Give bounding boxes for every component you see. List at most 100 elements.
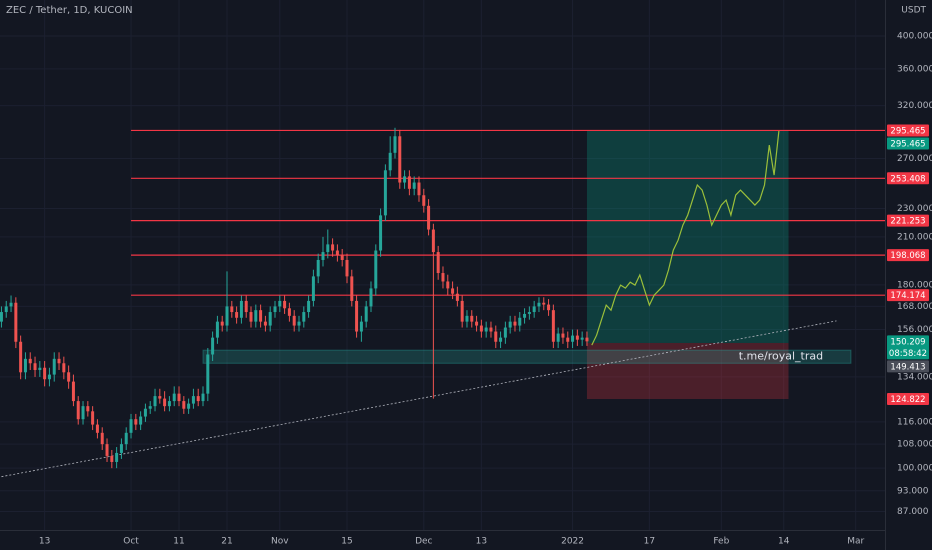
candle-body: [503, 327, 507, 338]
price-tag: [887, 289, 929, 302]
projection-line: [591, 130, 780, 346]
price-tag: [887, 124, 929, 137]
candle-body: [311, 276, 315, 301]
candle-body: [307, 300, 311, 313]
candle-body: [484, 327, 488, 332]
candle-body: [575, 335, 579, 340]
candle-body: [9, 302, 13, 307]
candle-body: [172, 393, 176, 402]
candle-body: [417, 182, 421, 196]
profit-zone: [586, 130, 789, 343]
candle-body: [268, 312, 272, 326]
candle-body: [76, 401, 80, 420]
candle-body: [427, 205, 431, 230]
trend-line: [1, 320, 837, 478]
y-tick-label: 320.000: [897, 101, 932, 111]
candle-body: [331, 244, 335, 251]
price-tag-label: 124.822: [890, 395, 925, 405]
candle-body: [407, 176, 411, 189]
candle-body: [38, 367, 42, 371]
candle-body: [460, 300, 464, 322]
chart-title: ZEC / Tether, 1D, KUCOIN: [6, 5, 133, 16]
candle-body: [388, 152, 392, 171]
price-tag-label: 198.068: [890, 251, 925, 261]
candle-body: [379, 215, 383, 251]
candle-body: [340, 255, 344, 260]
candle-body: [191, 396, 195, 404]
candle-body: [187, 403, 191, 409]
candle-body: [479, 325, 483, 332]
candle-body: [561, 333, 565, 338]
candle-body: [364, 306, 368, 322]
candle-body: [508, 321, 512, 328]
price-tag: [887, 335, 929, 360]
candle-body: [580, 337, 584, 340]
candle-body: [134, 419, 138, 425]
candle-body: [513, 321, 517, 326]
candle-body: [465, 315, 469, 322]
x-tick-label: Mar: [847, 537, 864, 547]
candle-body: [110, 455, 114, 462]
price-tag-label: 150.209: [890, 337, 925, 347]
x-tick-label: 15: [341, 537, 352, 547]
axis: 400.000 360.000 320.000 270.000 230.000 210.0…: [39, 32, 932, 547]
candle-body: [230, 306, 234, 313]
candle-body: [201, 393, 205, 402]
price-tag-label: 174.174: [890, 291, 925, 301]
candle-body: [431, 229, 435, 253]
price-tag-label: 221.253: [890, 217, 925, 227]
currency-label: USDT: [901, 6, 926, 16]
candle-body: [446, 281, 450, 289]
candle-body: [383, 170, 387, 216]
candle-body: [62, 363, 66, 373]
candle-body: [470, 315, 474, 322]
candle-body: [393, 136, 397, 153]
candle-body: [345, 259, 349, 277]
y-tick-label: 400.000: [897, 32, 932, 42]
candle-body: [239, 300, 243, 318]
candle-body: [292, 315, 296, 326]
candle-body: [441, 273, 445, 282]
candle-body: [225, 306, 229, 326]
candle-body: [523, 313, 527, 318]
candle-body: [422, 195, 426, 206]
candle-body: [105, 444, 109, 456]
candle-body: [259, 310, 263, 322]
candle-body: [475, 321, 479, 326]
candle-body: [369, 288, 373, 307]
candle-body: [158, 396, 162, 399]
candle-body: [211, 337, 215, 355]
x-tick-label: 14: [778, 537, 790, 547]
candle-body: [287, 308, 291, 316]
support-zone: [202, 349, 852, 364]
candle-body: [283, 300, 287, 309]
y-tick-label: 100.000: [897, 464, 932, 474]
x-tick-label: Feb: [713, 537, 729, 547]
candle-body: [547, 304, 551, 311]
price-tag: [887, 172, 929, 185]
y-tick-label: 87.000: [897, 507, 929, 517]
x-tick-label: Dec: [415, 537, 432, 547]
candle-body: [278, 300, 282, 307]
y-tick-label: 360.000: [897, 64, 932, 74]
candle-body: [537, 302, 541, 307]
candle-body: [23, 358, 27, 373]
candle-body: [86, 406, 90, 412]
x-tick-label: Nov: [271, 537, 289, 547]
candle-body: [19, 341, 23, 373]
candle-body: [412, 182, 416, 189]
x-tick-label: 2022: [561, 537, 584, 547]
candle-body: [499, 337, 503, 342]
candle-body: [47, 374, 51, 380]
candle-body: [451, 288, 455, 294]
candle-body: [263, 321, 267, 326]
candle-body: [67, 372, 71, 382]
candle-body: [182, 401, 186, 409]
candle-body: [359, 321, 363, 332]
price-tag: [887, 393, 929, 406]
candle-body: [335, 250, 339, 256]
price-tag: [887, 137, 929, 150]
support-zone-label: t.me/royal_trad: [739, 350, 823, 363]
